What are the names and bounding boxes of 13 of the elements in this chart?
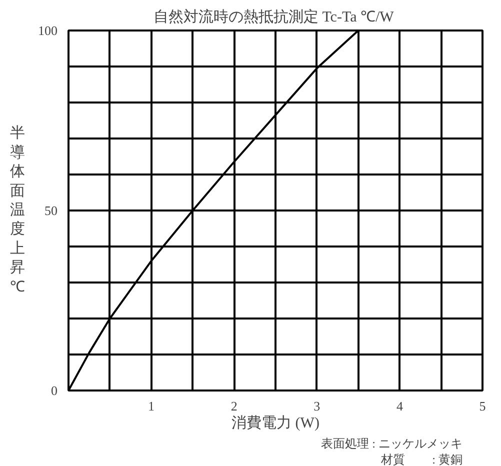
chart-title: 自然対流時の熱抵抗測定 Tc-Ta ℃/W xyxy=(153,8,395,26)
x-tick-label: 1 xyxy=(148,398,155,414)
x-tick-label: 3 xyxy=(314,398,320,414)
text: 材質 : 黄銅 xyxy=(380,452,463,466)
x-tick-label: 4 xyxy=(396,398,404,414)
y-tick-label: 100 xyxy=(38,23,58,38)
y-tick-label: 50 xyxy=(44,203,58,218)
x-tick-label: 2 xyxy=(230,398,238,414)
text: 半導体面温度上昇℃ xyxy=(10,126,25,296)
x-axis-title: 消費電力 (W) xyxy=(232,414,320,432)
x-tick-label: 5 xyxy=(479,398,486,414)
y-tick-label: 0 xyxy=(51,383,58,398)
text: 表面処理 : ニッケルメッキ xyxy=(321,436,463,450)
